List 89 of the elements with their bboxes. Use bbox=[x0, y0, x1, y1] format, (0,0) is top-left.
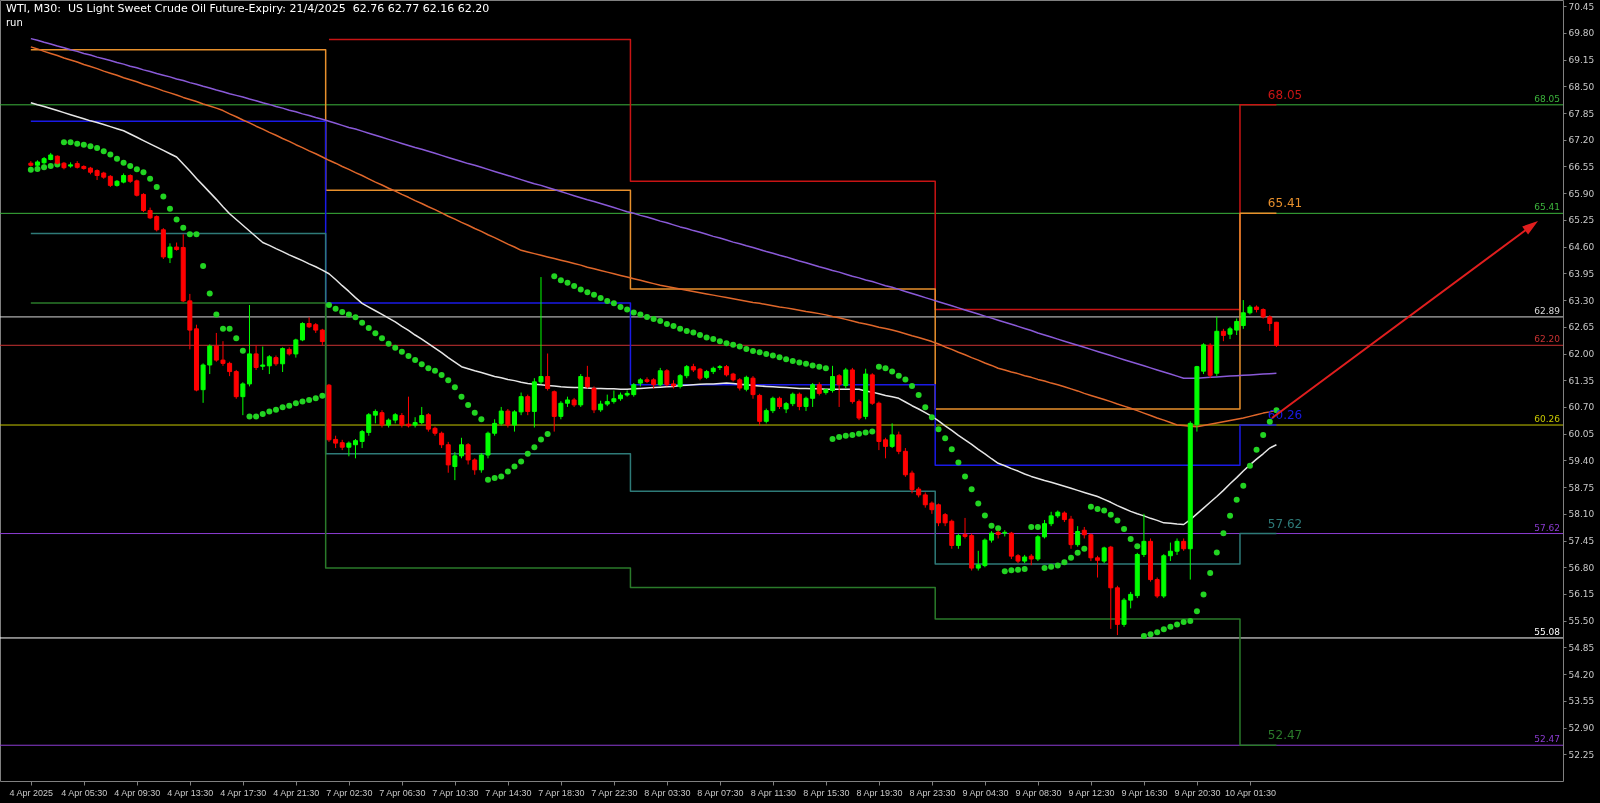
x-tick-label: 8 Apr 19:30 bbox=[856, 787, 903, 798]
x-tick-label: 4 Apr 21:30 bbox=[273, 787, 320, 798]
x-tick-label: 8 Apr 03:30 bbox=[644, 787, 691, 798]
y-tick-label: 67.20 bbox=[1568, 135, 1595, 146]
y-tick-label: 54.85 bbox=[1568, 642, 1595, 653]
candlestick bbox=[280, 346, 286, 373]
candlestick bbox=[717, 364, 723, 371]
ref-line-label: 62.20 bbox=[1534, 334, 1561, 345]
candlestick bbox=[843, 367, 849, 389]
candlestick bbox=[167, 242, 173, 264]
y-tick-label: 65.25 bbox=[1568, 215, 1595, 226]
candlestick bbox=[545, 353, 551, 391]
y-tick-label: 63.95 bbox=[1568, 268, 1595, 279]
y-tick-label: 59.40 bbox=[1568, 455, 1595, 466]
x-tick-label: 8 Apr 15:30 bbox=[803, 787, 850, 798]
y-tick-label: 55.50 bbox=[1568, 616, 1595, 627]
candlestick bbox=[889, 422, 895, 449]
candlestick bbox=[657, 367, 663, 387]
x-tick-label: 10 Apr 01:30 bbox=[1224, 787, 1276, 798]
x-tick-label: 4 Apr 2025 bbox=[9, 787, 54, 798]
y-tick-label: 63.30 bbox=[1568, 295, 1595, 306]
y-tick-label: 60.70 bbox=[1568, 402, 1595, 413]
candlestick bbox=[896, 431, 902, 455]
y-tick-label: 65.90 bbox=[1568, 188, 1595, 199]
y-tick-label: 52.90 bbox=[1568, 723, 1595, 734]
text: run bbox=[6, 17, 23, 28]
candlestick bbox=[505, 408, 511, 428]
y-tick-label: 60.05 bbox=[1568, 429, 1595, 440]
candlestick bbox=[260, 346, 266, 371]
annotation: 57.62 bbox=[1267, 516, 1303, 531]
candlestick bbox=[836, 373, 842, 408]
y-tick-label: 70.45 bbox=[1568, 1, 1595, 12]
candlestick bbox=[1075, 525, 1081, 548]
x-tick-label: 7 Apr 06:30 bbox=[379, 787, 426, 798]
candlestick bbox=[1273, 321, 1279, 348]
ref-line-label: 57.62 bbox=[1534, 522, 1560, 533]
x-tick-label: 4 Apr 09:30 bbox=[114, 787, 161, 798]
candlestick bbox=[750, 375, 756, 400]
x-tick-label: 8 Apr 07:30 bbox=[697, 787, 744, 798]
ref-line-label: 52.47 bbox=[1534, 734, 1560, 745]
x-tick-label: 4 Apr 17:30 bbox=[220, 787, 267, 798]
y-tick-label: 57.45 bbox=[1568, 536, 1595, 547]
x-tick-label: 4 Apr 13:30 bbox=[167, 787, 214, 798]
ref-line-label: 65.41 bbox=[1534, 202, 1560, 213]
y-tick-label: 62.00 bbox=[1568, 349, 1595, 360]
candlestick bbox=[498, 406, 504, 426]
x-tick-label: 7 Apr 22:30 bbox=[591, 787, 638, 798]
x-tick-label: 7 Apr 02:30 bbox=[326, 787, 373, 798]
candlestick bbox=[266, 354, 272, 375]
x-tick-label: 4 Apr 05:30 bbox=[61, 787, 108, 798]
x-tick-label: 7 Apr 18:30 bbox=[538, 787, 585, 798]
y-tick-label: 58.10 bbox=[1568, 509, 1595, 520]
ref-line-label: 62.89 bbox=[1534, 305, 1561, 316]
candlestick bbox=[525, 394, 531, 416]
y-tick-label: 52.25 bbox=[1568, 749, 1595, 760]
x-tick-label: 7 Apr 14:30 bbox=[485, 787, 532, 798]
annotation: 52.47 bbox=[1267, 728, 1303, 743]
candlestick bbox=[591, 385, 597, 414]
ref-line-label: 55.08 bbox=[1534, 626, 1561, 637]
candlestick bbox=[253, 344, 259, 371]
y-tick-label: 67.85 bbox=[1568, 108, 1595, 119]
x-tick-label: 8 Apr 23:30 bbox=[909, 787, 956, 798]
y-tick-label: 58.75 bbox=[1568, 482, 1595, 493]
x-tick-label: 9 Apr 20:30 bbox=[1174, 787, 1221, 798]
y-tick-label: 56.80 bbox=[1568, 562, 1595, 573]
y-tick-label: 68.50 bbox=[1568, 81, 1595, 92]
annotation: 68.05 bbox=[1267, 87, 1303, 102]
x-tick-label: 9 Apr 04:30 bbox=[962, 787, 1009, 798]
annotation: 65.41 bbox=[1267, 196, 1303, 211]
x-tick-label: 7 Apr 10:30 bbox=[432, 787, 479, 798]
ref-line-label: 60.26 bbox=[1534, 414, 1561, 425]
y-tick-label: 62.65 bbox=[1568, 322, 1595, 333]
y-tick-label: 69.15 bbox=[1568, 55, 1595, 66]
y-tick-label: 53.55 bbox=[1568, 696, 1595, 707]
y-tick-label: 56.15 bbox=[1568, 589, 1595, 600]
candlestick bbox=[445, 441, 451, 474]
x-tick-label: 8 Apr 11:30 bbox=[750, 787, 797, 798]
y-tick-label: 61.35 bbox=[1568, 375, 1595, 386]
y-tick-label: 54.20 bbox=[1568, 669, 1595, 680]
y-tick-label: 66.55 bbox=[1568, 161, 1595, 172]
x-tick-label: 9 Apr 16:30 bbox=[1121, 787, 1168, 798]
y-tick-label: 64.60 bbox=[1568, 242, 1595, 253]
candlestick bbox=[584, 365, 590, 389]
x-tick-label: 9 Apr 08:30 bbox=[1015, 787, 1062, 798]
candlestick bbox=[1154, 577, 1160, 599]
y-tick-label: 69.80 bbox=[1568, 28, 1595, 39]
x-tick-label: 9 Apr 12:30 bbox=[1068, 787, 1115, 798]
ref-line-label: 68.05 bbox=[1534, 93, 1560, 104]
chart-title: WTI, M30: US Light Sweet Crude Oil Future-Expiry: 21/4/2025 62.76 62.77 62.16 62.20 bbox=[6, 2, 490, 15]
